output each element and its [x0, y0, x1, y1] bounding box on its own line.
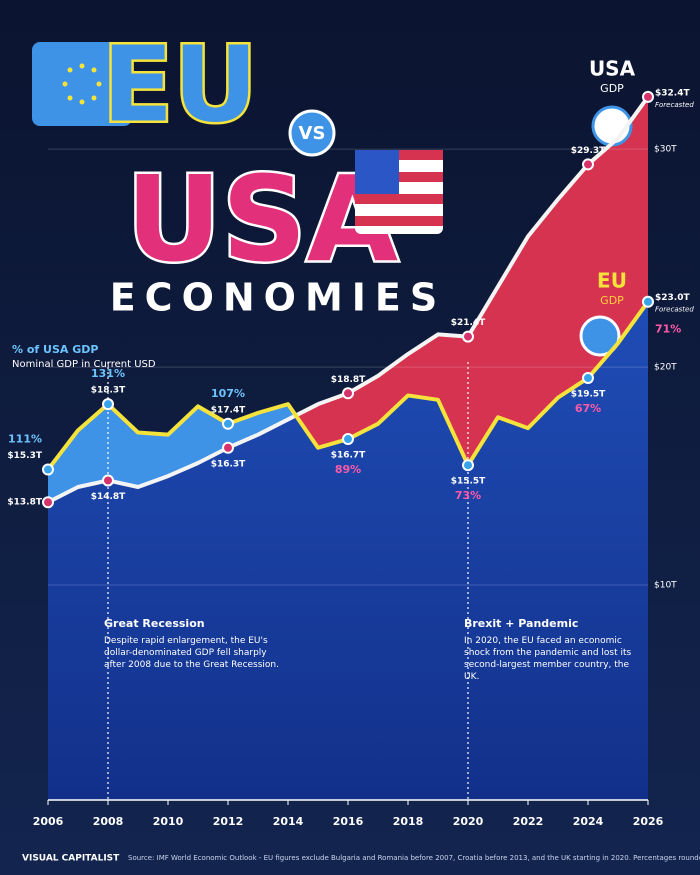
- y-axis-label: Nominal GDP in Current USD: [12, 359, 156, 370]
- share-value: 71%: [655, 323, 681, 336]
- value-label: $32.4T: [655, 88, 690, 98]
- eu-stars: [62, 63, 102, 105]
- title-eu: EU: [102, 23, 258, 145]
- share-value: 67%: [575, 402, 601, 415]
- marker: [342, 387, 354, 400]
- value-label: $21.4T: [451, 318, 486, 328]
- value-label: $15.5T: [451, 477, 486, 487]
- value-label: $17.4T: [211, 405, 246, 415]
- x-tick-label: 2020: [453, 815, 484, 828]
- marker: [642, 295, 654, 308]
- title-vs: VS: [299, 123, 326, 144]
- us-flag: [355, 150, 443, 234]
- y-tick-label: $20T: [654, 363, 677, 373]
- marker: [42, 463, 54, 476]
- marker: [582, 158, 594, 171]
- x-tick-label: 2014: [273, 815, 304, 828]
- title-art: EU VS USA ECONOMIES: [32, 21, 633, 357]
- share-value: 73%: [455, 489, 481, 502]
- share-label: % of USA GDP: [12, 343, 98, 356]
- value-label: $15.3T: [7, 451, 42, 461]
- marker: [642, 90, 654, 103]
- x-tick-label: 2018: [393, 815, 424, 828]
- marker: [102, 398, 114, 411]
- source: Source: IMF World Economic Outlook - EU …: [128, 854, 700, 862]
- brand: VISUAL CAPITALIST: [22, 854, 120, 864]
- plot-area: [48, 96, 648, 800]
- x-tick-label: 2008: [93, 815, 124, 828]
- value-label: $16.3T: [211, 459, 246, 469]
- x-tick-label: 2022: [513, 815, 544, 828]
- share-value: 131%: [91, 367, 125, 380]
- value-label: $18.3T: [91, 386, 126, 396]
- marker: [582, 372, 594, 385]
- annotation-title: Brexit + Pandemic: [464, 617, 579, 630]
- value-label: $19.5T: [571, 390, 606, 400]
- annotation-text: Despite rapid enlargement, the EU's doll…: [104, 636, 279, 670]
- x-tick-label: 2024: [573, 815, 604, 828]
- value-label: $13.8T: [7, 498, 42, 508]
- share-value: 111%: [8, 433, 42, 446]
- value-label: $29.3T: [571, 146, 606, 156]
- value-label: $16.7T: [331, 451, 366, 461]
- x-tick-label: 2012: [213, 815, 244, 828]
- forecast-label: Forecasted: [655, 101, 694, 109]
- annotation-title: Great Recession: [104, 617, 205, 630]
- marker: [222, 441, 234, 454]
- x-tick-label: 2010: [153, 815, 184, 828]
- share-value: 89%: [335, 463, 361, 476]
- marker: [102, 474, 114, 487]
- annotation-text: In 2020, the EU faced an economic shock …: [464, 636, 632, 682]
- legend-sub: GDP: [600, 82, 624, 95]
- legend-sub: GDP: [600, 294, 624, 307]
- value-label: $18.8T: [331, 375, 366, 385]
- marker: [462, 459, 474, 472]
- overlap-area: [48, 301, 648, 800]
- y-tick-label: $10T: [654, 581, 677, 591]
- marker: [462, 330, 474, 343]
- marker: [42, 496, 54, 509]
- title-usa: USA: [126, 150, 398, 288]
- marker: [222, 417, 234, 430]
- legend-name: USA: [589, 57, 636, 81]
- x-tick-label: 2006: [33, 815, 64, 828]
- annotation: Brexit + Pandemic In 2020, the EU faced a…: [464, 618, 639, 683]
- eu-badge: [579, 315, 621, 357]
- marker: [342, 433, 354, 446]
- share-value: 107%: [211, 387, 245, 400]
- value-label: $14.8T: [91, 492, 126, 502]
- y-tick-label: $30T: [654, 145, 677, 155]
- value-label: $23.0T: [655, 293, 690, 303]
- forecast-label: Forecasted: [655, 306, 694, 314]
- x-tick-label: 2016: [333, 815, 364, 828]
- vs-badge: [288, 109, 336, 157]
- x-tick-label: 2026: [633, 815, 664, 828]
- annotation: Great Recession Despite rapid enlargement…: [104, 618, 279, 671]
- title-subtitle: ECONOMIES: [110, 276, 447, 320]
- legend-name: EU: [597, 269, 627, 293]
- eu-flag: [32, 42, 132, 126]
